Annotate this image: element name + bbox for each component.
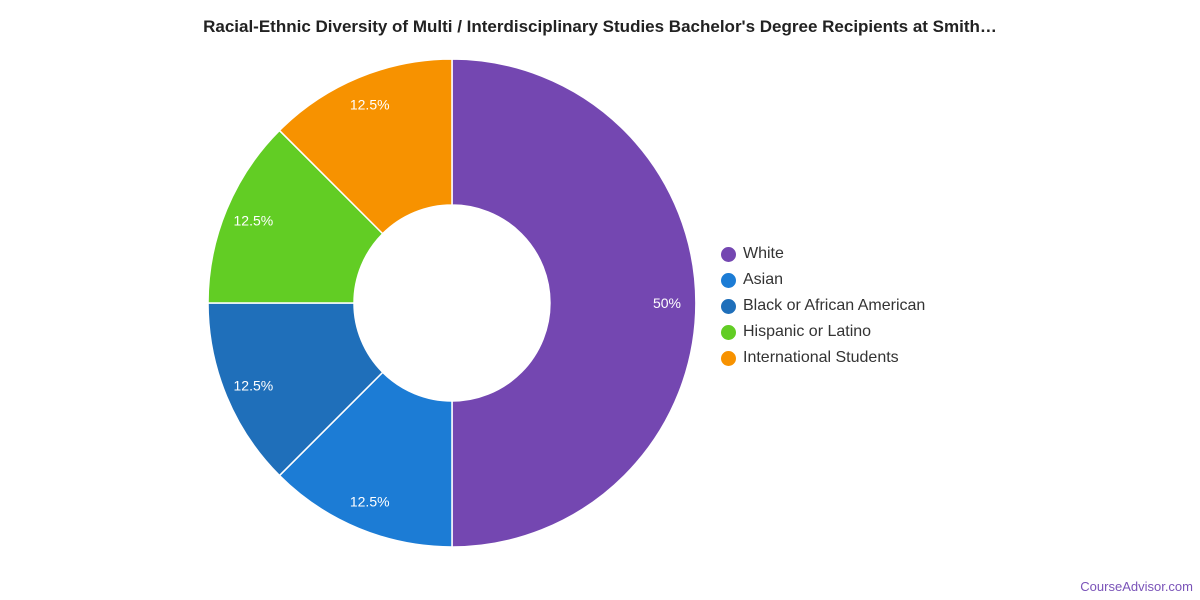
legend-item[interactable]: Black or African American — [721, 293, 925, 319]
legend-label: Black or African American — [743, 297, 926, 314]
slice-label: 12.5% — [350, 96, 390, 112]
slice-label: 12.5% — [350, 494, 390, 510]
legend-item[interactable]: White — [721, 241, 925, 267]
slice-label: 50% — [653, 295, 681, 311]
slice-white[interactable] — [451, 58, 697, 548]
legend-item[interactable]: Hispanic or Latino — [721, 319, 925, 345]
chart-title: Racial-Ethnic Diversity of Multi / Inter… — [203, 17, 997, 36]
legend-label: White — [743, 245, 784, 262]
slice-label: 12.5% — [234, 377, 274, 393]
legend: White Asian Black or African American Hispa… — [721, 241, 925, 371]
legend-label: Hispanic or Latino — [743, 323, 872, 340]
legend-swatch-icon — [721, 324, 736, 340]
slice-asian[interactable] — [278, 371, 453, 548]
legend-label: International Students — [743, 349, 899, 366]
legend-swatch-icon — [721, 272, 736, 288]
slice-black-or-african-american[interactable] — [207, 302, 384, 477]
watermark[interactable]: CourseAdvisor.com — [1080, 579, 1193, 594]
slice-hispanic-or-latino[interactable] — [207, 129, 384, 304]
legend-label: Asian — [743, 271, 784, 288]
legend-swatch-icon — [721, 350, 736, 366]
legend-item[interactable]: International Students — [721, 345, 925, 371]
legend-swatch-icon — [721, 246, 736, 262]
slice-international-students[interactable] — [278, 58, 453, 235]
legend-swatch-icon — [721, 298, 736, 314]
legend-item[interactable]: Asian — [721, 267, 925, 293]
slice-label: 12.5% — [234, 213, 274, 229]
